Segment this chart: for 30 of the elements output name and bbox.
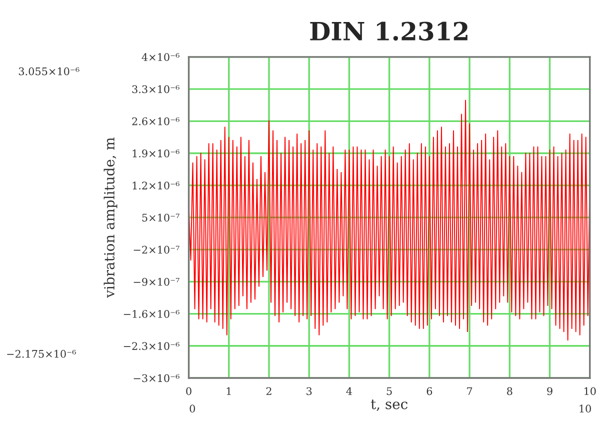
- text: 0: [190, 404, 196, 413]
- x-tick-label: 10: [584, 387, 596, 396]
- x-tick-label: 0: [186, 387, 192, 396]
- text: −2.175×10⁻⁶: [7, 350, 76, 358]
- x-tick-label: 2: [266, 387, 272, 395]
- x-tick-label: 4: [346, 387, 352, 395]
- y-tick-label: −2×10⁻⁷: [134, 246, 180, 254]
- x-tick-label: 3: [306, 387, 312, 396]
- y-tick-label: 2.6×10⁻⁶: [132, 117, 180, 126]
- y-axis-title: vibration amplitude, m: [104, 137, 118, 298]
- chart-title: DIN 1.2312: [310, 22, 468, 41]
- x-tick-label: 6: [426, 387, 432, 396]
- y-tick-label: −1.6×10⁻⁶: [124, 310, 180, 318]
- x-tick-label: 9: [547, 387, 552, 396]
- y-tick-label: −3×10⁻⁶: [134, 374, 180, 382]
- y-tick-label: 4×10⁻⁶: [142, 53, 180, 62]
- y-tick-label: −2.3×10⁻⁶: [124, 342, 180, 350]
- line-series: [188, 100, 590, 341]
- text: 10: [580, 404, 591, 413]
- y-tick-label: 1.9×10⁻⁶: [132, 149, 180, 158]
- x-tick-label: 8: [507, 387, 512, 396]
- y-tick-label: 3.3×10⁻⁶: [132, 85, 180, 94]
- text: 3.055×10⁻⁶: [18, 67, 80, 76]
- x-tick-label: 7: [467, 387, 472, 395]
- x-tick-label: 5: [386, 387, 392, 396]
- x-axis-title: t, sec: [370, 400, 408, 411]
- y-tick-label: −9×10⁻⁷: [134, 278, 180, 286]
- x-tick-label: 1: [226, 387, 231, 395]
- y-tick-label: 1.2×10⁻⁶: [132, 182, 180, 190]
- y-tick-label: 5×10⁻⁷: [142, 214, 180, 222]
